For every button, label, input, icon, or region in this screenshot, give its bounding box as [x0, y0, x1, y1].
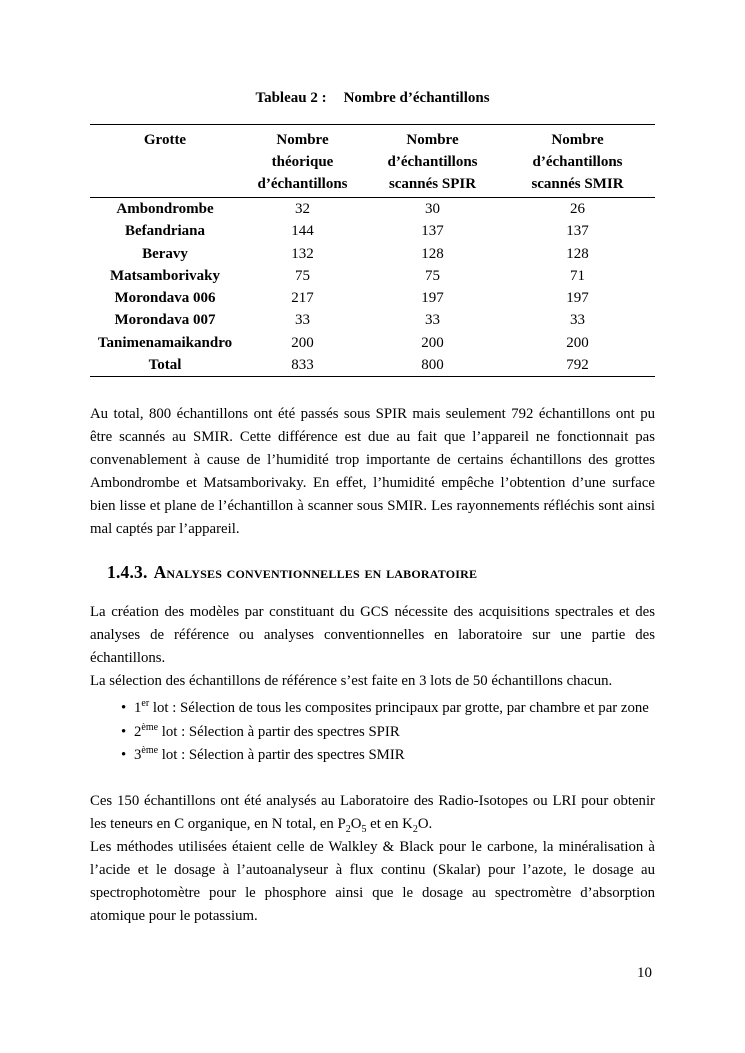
ordinal-superscript: ème [141, 721, 159, 733]
table-body: Ambondrombe 32 30 26 Befandriana 144 137… [90, 198, 655, 377]
chemical-subscript: 2 [412, 823, 418, 835]
cell-grotte: Tanimenamaikandro [97, 334, 233, 351]
section-title: Analyses conventionnelles en laboratoire [153, 562, 478, 583]
cell-grotte: Morondava 007 [114, 312, 216, 329]
cell-smir: 128 [566, 245, 589, 262]
lots-bullet-list: 1er lot : Sélection de tous les composit… [90, 697, 655, 768]
section-number: 1.4.3. [107, 562, 148, 583]
table-caption-label: Tableau 2 : [255, 90, 327, 106]
cell-grotte: Ambondrombe [116, 201, 214, 217]
paragraph-methodes: Les méthodes utilisées étaient celle de … [90, 838, 655, 924]
cell-smir: 792 [566, 357, 589, 374]
paragraph-spir-smir-difference: Au total, 800 échantillons ont été passé… [90, 406, 655, 538]
cell-smir: 197 [566, 290, 589, 307]
page-content: Tableau 2 : Nombre d’échantillons Grotte … [0, 0, 745, 928]
cell-spir: 30 [425, 201, 440, 217]
ordinal-superscript: er [141, 698, 150, 710]
cell-theorique: 132 [291, 245, 314, 262]
cell-spir: 75 [425, 267, 440, 284]
cell-theorique: 833 [291, 357, 314, 374]
cell-grotte: Matsamborivaky [110, 267, 220, 284]
column-header-scannes-smir: Nombre d’échantillons scannés SMIR [531, 132, 624, 192]
page-number: 10 [637, 965, 652, 981]
cell-grotte: Morondava 006 [114, 290, 216, 307]
cell-spir: 128 [421, 245, 444, 262]
chemical-subscript: 5 [361, 823, 367, 835]
table-row: Morondava 006 217 197 197 [90, 287, 655, 309]
table-row: Befandriana 144 137 137 [90, 220, 655, 242]
cell-smir: 33 [570, 312, 585, 329]
table-caption: Tableau 2 : Nombre d’échantillons [90, 90, 655, 107]
column-header-grotte: Grotte [143, 132, 187, 148]
cell-theorique: 33 [295, 312, 310, 329]
cell-grotte-total: Total [148, 357, 182, 374]
ordinal-superscript: ème [141, 745, 159, 757]
cell-smir: 137 [566, 223, 589, 240]
cell-spir: 33 [425, 312, 440, 329]
table-row: Ambondrombe 32 30 26 [90, 198, 655, 221]
cell-theorique: 32 [295, 201, 310, 217]
chemical-subscript: 2 [345, 823, 351, 835]
table-row: Matsamborivaky 75 75 71 [90, 265, 655, 287]
cell-smir: 71 [570, 267, 585, 284]
bullet-item-lot-1: 1er lot : Sélection de tous les composit… [121, 697, 655, 721]
cell-theorique: 200 [291, 334, 314, 351]
paragraph-selection-lots: La sélection des échantillons de référen… [90, 673, 613, 690]
cell-smir: 200 [566, 334, 589, 351]
cell-theorique: 144 [291, 223, 314, 240]
bullet-item-lot-2: 2ème lot : Sélection à partir des spectr… [121, 721, 655, 745]
table-row: Beravy 132 128 128 [90, 243, 655, 265]
samples-count-table: Grotte Nombre théorique d’échantillons Nom… [90, 124, 655, 378]
cell-spir: 800 [421, 357, 444, 374]
bullet-item-lot-3: 3ème lot : Sélection à partir des spectr… [121, 744, 655, 768]
section-heading-1-4-3: 1.4.3. Analyses conventionnelles en labor… [107, 562, 655, 583]
paragraph-creation-modeles: La création des modèles par constituant … [90, 604, 655, 667]
table-row: Tanimenamaikandro 200 200 200 [90, 332, 655, 354]
column-header-nombre-theorique: Nombre théorique d’échantillons [257, 132, 348, 192]
cell-spir: 137 [421, 223, 444, 240]
table-caption-title: Nombre d’échantillons [343, 90, 490, 106]
cell-theorique: 217 [291, 290, 314, 307]
cell-spir: 197 [421, 290, 444, 307]
table-row-total: Total 833 800 792 [90, 354, 655, 377]
paragraph-analyses-lri: Ces 150 échantillons ont été analysés au… [90, 792, 655, 835]
cell-smir: 26 [570, 201, 585, 217]
cell-grotte: Beravy [142, 245, 188, 262]
cell-theorique: 75 [295, 267, 310, 284]
cell-grotte: Befandriana [124, 223, 205, 240]
column-header-scannes-spir: Nombre d’échantillons scannés SPIR [387, 132, 478, 192]
cell-spir: 200 [421, 334, 444, 351]
table-row: Morondava 007 33 33 33 [90, 309, 655, 331]
table-header-row: Grotte Nombre théorique d’échantillons Nom… [90, 125, 655, 198]
